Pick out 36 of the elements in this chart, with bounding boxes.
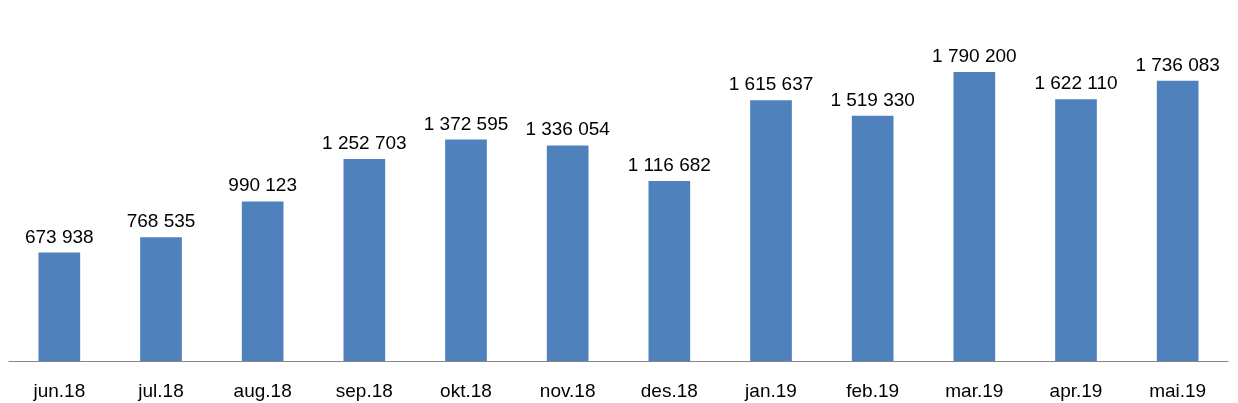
data-label: 1 519 330	[830, 88, 915, 110]
x-tick-label: jun.18	[32, 379, 86, 401]
data-label: 673 938	[24, 225, 94, 247]
bar	[1055, 99, 1097, 362]
x-tick-label: mar.19	[945, 379, 1004, 401]
bar	[1156, 80, 1199, 362]
bar	[851, 115, 894, 362]
bar	[241, 201, 284, 362]
x-tick-label: feb.19	[846, 379, 900, 401]
data-label: 1 736 083	[1135, 53, 1220, 75]
x-tick-label: sep.18	[335, 379, 393, 401]
x-tick-label: jan.19	[744, 379, 797, 401]
data-label: 768 535	[126, 210, 196, 232]
data-label: 990 123	[228, 174, 298, 196]
data-label: 1 622 110	[1034, 72, 1118, 94]
x-tick-label: mai.19	[1149, 379, 1207, 401]
data-label: 1 336 054	[525, 118, 611, 140]
bar	[445, 139, 487, 362]
bar	[953, 72, 996, 362]
bar	[546, 145, 589, 362]
x-tick-label: aug.18	[233, 379, 292, 401]
data-label: 1 252 703	[322, 131, 407, 153]
data-label: 1 372 595	[423, 112, 509, 134]
bar	[750, 100, 792, 362]
data-label: 1 615 637	[728, 73, 814, 95]
x-tick-label: jul.18	[137, 379, 184, 401]
x-tick-label: des.18	[640, 379, 698, 401]
bar	[38, 252, 81, 362]
bar	[648, 180, 691, 362]
x-tick-label: nov.18	[539, 379, 596, 401]
bar	[140, 237, 182, 362]
data-label: 1 790 200	[932, 45, 1017, 67]
bar	[343, 158, 386, 362]
x-tick-label: apr.19	[1049, 379, 1103, 401]
x-tick-label: okt.18	[440, 379, 492, 401]
data-label: 1 116 682	[627, 153, 711, 175]
